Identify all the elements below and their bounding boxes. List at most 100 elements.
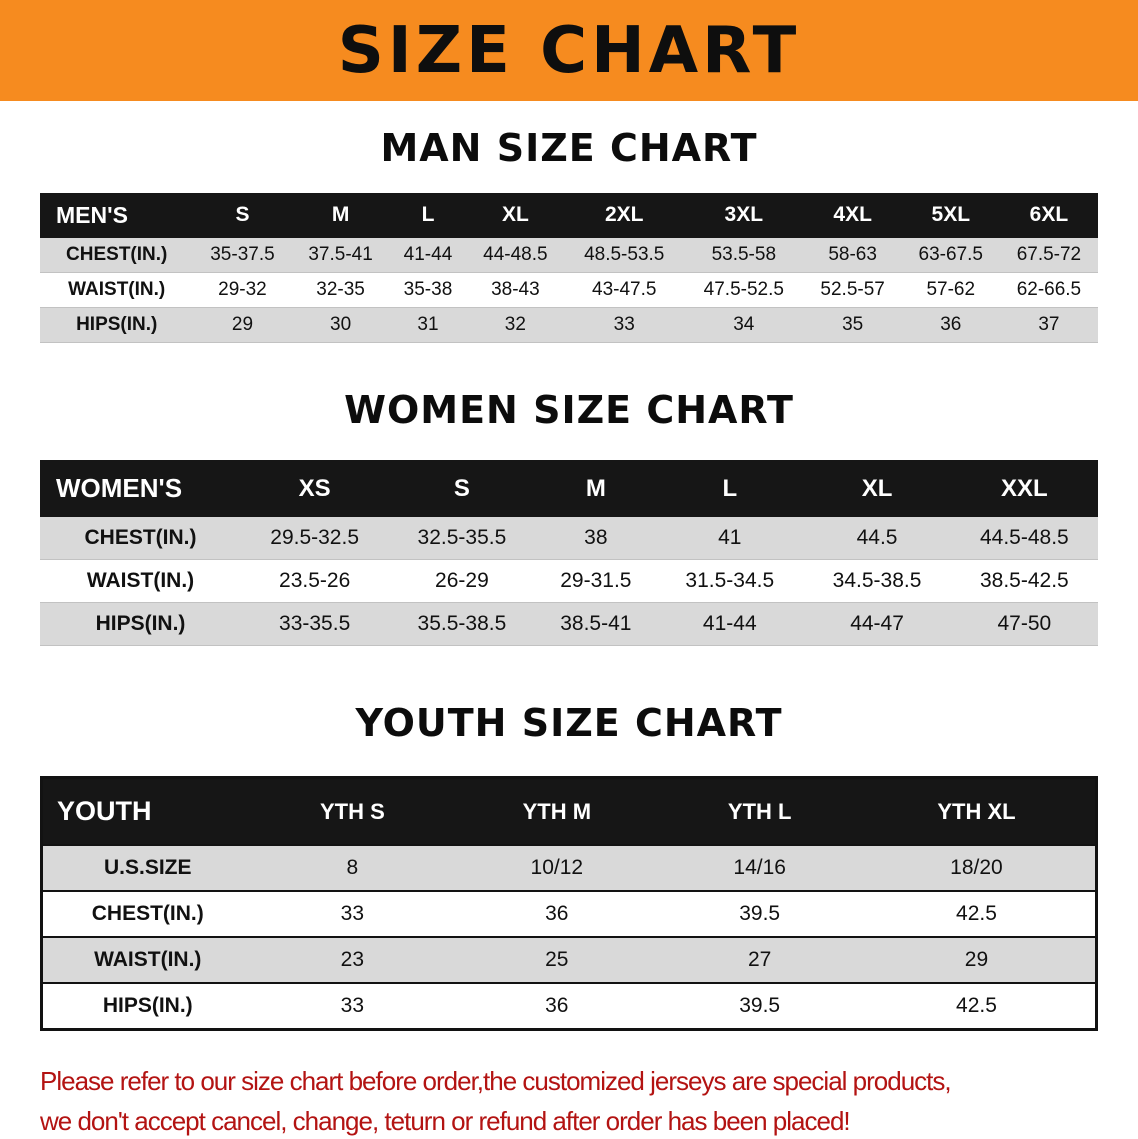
- youth-value-cell: 27: [747, 948, 772, 972]
- youth-value-cell: 39.5: [739, 902, 781, 926]
- content: MAN SIZE CHART MEN'S S M L XL 2XL 3XL 4XL 5XL 6XL…: [0, 126, 1138, 1139]
- youth-row-label: U.S.SIZE: [103, 856, 192, 880]
- women-header-cell: S: [388, 460, 536, 518]
- men-section: MAN SIZE CHART MEN'S S M L XL 2XL 3XL 4XL 5XL 6XL…: [40, 126, 1098, 343]
- women-data-row: WAIST(IN.) 23.5-26 26-29 29-31.5 31.5-34.5 34…: [40, 560, 1098, 603]
- youth-header-cell: YTH XL: [857, 777, 1097, 846]
- men-header-cell: 2XL: [564, 192, 685, 238]
- youth-value-cell: 42.5: [956, 994, 997, 1018]
- men-value-cell: 48.5-53.5: [584, 243, 665, 265]
- women-value-cell: 38.5-42.5: [979, 569, 1069, 593]
- youth-data-row: U.S.SIZE 8 10/12 14/16 18/20: [41, 845, 1097, 892]
- men-header-cell: MEN'S: [40, 192, 194, 238]
- men-header-cell: 4XL: [803, 192, 902, 238]
- women-row-label: HIPS(IN.): [95, 612, 186, 636]
- youth-value-cell: 8: [346, 856, 359, 880]
- women-value-cell: 44-47: [850, 612, 904, 636]
- men-value-cell: 57-62: [926, 278, 976, 300]
- women-value-cell: 31.5-34.5: [685, 569, 775, 593]
- men-value-cell: 38-43: [491, 278, 540, 300]
- men-heading: MAN SIZE CHART: [380, 126, 758, 170]
- men-value-cell: 47.5-52.5: [703, 278, 784, 300]
- women-row-label: WAIST(IN.): [86, 569, 195, 593]
- women-heading: WOMEN SIZE CHART: [344, 387, 794, 432]
- men-header-cell: S: [193, 192, 292, 238]
- men-value-cell: 58-63: [828, 243, 877, 265]
- men-data-row: CHEST(IN.) 35-37.5 37.5-41 41-44 44-48.5 48.5…: [40, 237, 1098, 273]
- women-value-cell: 29.5-32.5: [270, 526, 360, 550]
- notice-line-1: Please refer to our size chart before or…: [40, 1066, 952, 1097]
- women-size-table: WOMEN'S XS S M L XL XXL CHEST(IN.) 29.5-32.5 32.…: [40, 460, 1098, 647]
- women-value-cell: 44.5-48.5: [979, 526, 1069, 550]
- youth-row-label: HIPS(IN.): [102, 994, 193, 1018]
- men-value-cell: 35: [842, 313, 864, 335]
- men-header-cell: M: [291, 192, 390, 238]
- women-value-cell: 47-50: [997, 612, 1052, 636]
- women-header-cell: L: [656, 460, 804, 518]
- men-value-cell: 37.5-41: [308, 243, 373, 265]
- women-row-label: CHEST(IN.): [84, 526, 197, 550]
- youth-header-row: YOUTH YTH S YTH M YTH L YTH XL: [41, 777, 1097, 846]
- men-value-cell: 62-66.5: [1016, 278, 1082, 300]
- youth-value-cell: 29: [964, 948, 989, 972]
- women-header-cell: M: [535, 460, 657, 518]
- women-data-row: HIPS(IN.) 33-35.5 35.5-38.5 38.5-41 41-44 44-…: [40, 602, 1098, 646]
- women-data-row: CHEST(IN.) 29.5-32.5 32.5-35.5 38 41 44.5 44.5…: [40, 517, 1098, 560]
- men-value-cell: 33: [613, 313, 635, 335]
- youth-header-cell: YTH M: [452, 777, 662, 846]
- youth-data-row: CHEST(IN.) 33 36 39.5 42.5: [41, 891, 1097, 937]
- men-header-cell: 3XL: [684, 192, 804, 238]
- women-header-cell: XL: [803, 460, 951, 518]
- men-value-cell: 43-47.5: [592, 278, 657, 300]
- youth-value-cell: 39.5: [739, 994, 781, 1018]
- youth-value-cell: 18/20: [950, 856, 1003, 880]
- men-value-cell: 29: [231, 313, 254, 335]
- men-value-cell: 29-32: [218, 278, 267, 300]
- men-value-cell: 63-67.5: [918, 243, 983, 265]
- men-header-row: MEN'S S M L XL 2XL 3XL 4XL 5XL 6XL: [40, 192, 1098, 238]
- women-header-row: WOMEN'S XS S M L XL XXL: [40, 460, 1098, 518]
- women-value-cell: 41: [718, 526, 742, 550]
- youth-value-cell: 23: [340, 948, 365, 972]
- men-header-cell: 5XL: [901, 192, 1000, 238]
- youth-size-table: YOUTH YTH S YTH M YTH L YTH XL U.S.SIZE 8 10/1…: [40, 776, 1098, 1032]
- men-value-cell: 37: [1038, 313, 1060, 335]
- youth-heading: YOUTH SIZE CHART: [355, 701, 783, 746]
- youth-value-cell: 25: [545, 948, 569, 972]
- men-value-cell: 30: [330, 313, 352, 335]
- men-header-cell: L: [389, 192, 467, 238]
- youth-row-label: CHEST(IN.): [91, 902, 204, 926]
- youth-section: YOUTH SIZE CHART YOUTH YTH S YTH M YTH L YTH…: [40, 701, 1098, 1032]
- women-value-cell: 35.5-38.5: [417, 612, 507, 636]
- youth-value-cell: 42.5: [956, 902, 997, 926]
- men-header-cell: 6XL: [999, 192, 1098, 238]
- women-table-body: CHEST(IN.) 29.5-32.5 32.5-35.5 38 41 44.5 44.5…: [40, 517, 1098, 646]
- men-data-row: WAIST(IN.) 29-32 32-35 35-38 38-43 43-47.5 47.…: [40, 272, 1098, 308]
- youth-value-cell: 36: [545, 902, 569, 926]
- men-value-cell: 41-44: [403, 243, 453, 265]
- youth-header-cell: YTH S: [252, 777, 453, 846]
- women-value-cell: 33-35.5: [279, 612, 351, 636]
- women-value-cell: 38: [584, 526, 608, 550]
- men-value-cell: 53.5-58: [711, 243, 777, 265]
- youth-table-body: U.S.SIZE 8 10/12 14/16 18/20 CHEST(IN.) 33 36 39…: [41, 845, 1097, 1030]
- women-header-cell: XS: [241, 460, 389, 518]
- men-row-label: HIPS(IN.): [76, 313, 158, 335]
- youth-data-row: HIPS(IN.) 33 36 39.5 42.5: [41, 983, 1097, 1030]
- men-value-cell: 32-35: [316, 278, 365, 300]
- youth-value-cell: 14/16: [733, 856, 786, 880]
- men-row-label: CHEST(IN.): [66, 243, 168, 265]
- order-notice: Please refer to our size chart before or…: [40, 1065, 1098, 1139]
- youth-table-head: YOUTH YTH S YTH M YTH L YTH XL: [41, 777, 1097, 846]
- women-header-cell: WOMEN'S: [40, 460, 242, 518]
- men-value-cell: 52.5-57: [820, 278, 885, 300]
- youth-row-label: WAIST(IN.): [94, 948, 202, 972]
- women-header-cell: XXL: [950, 460, 1098, 518]
- men-size-table: MEN'S S M L XL 2XL 3XL 4XL 5XL 6XL CHEST(IN.) 35-3…: [40, 192, 1098, 343]
- youth-header-cell: YOUTH: [41, 777, 253, 846]
- women-table-head: WOMEN'S XS S M L XL XXL: [40, 460, 1098, 518]
- women-value-cell: 26-29: [435, 569, 489, 593]
- women-value-cell: 41-44: [702, 612, 757, 636]
- men-value-cell: 67.5-72: [1016, 243, 1082, 265]
